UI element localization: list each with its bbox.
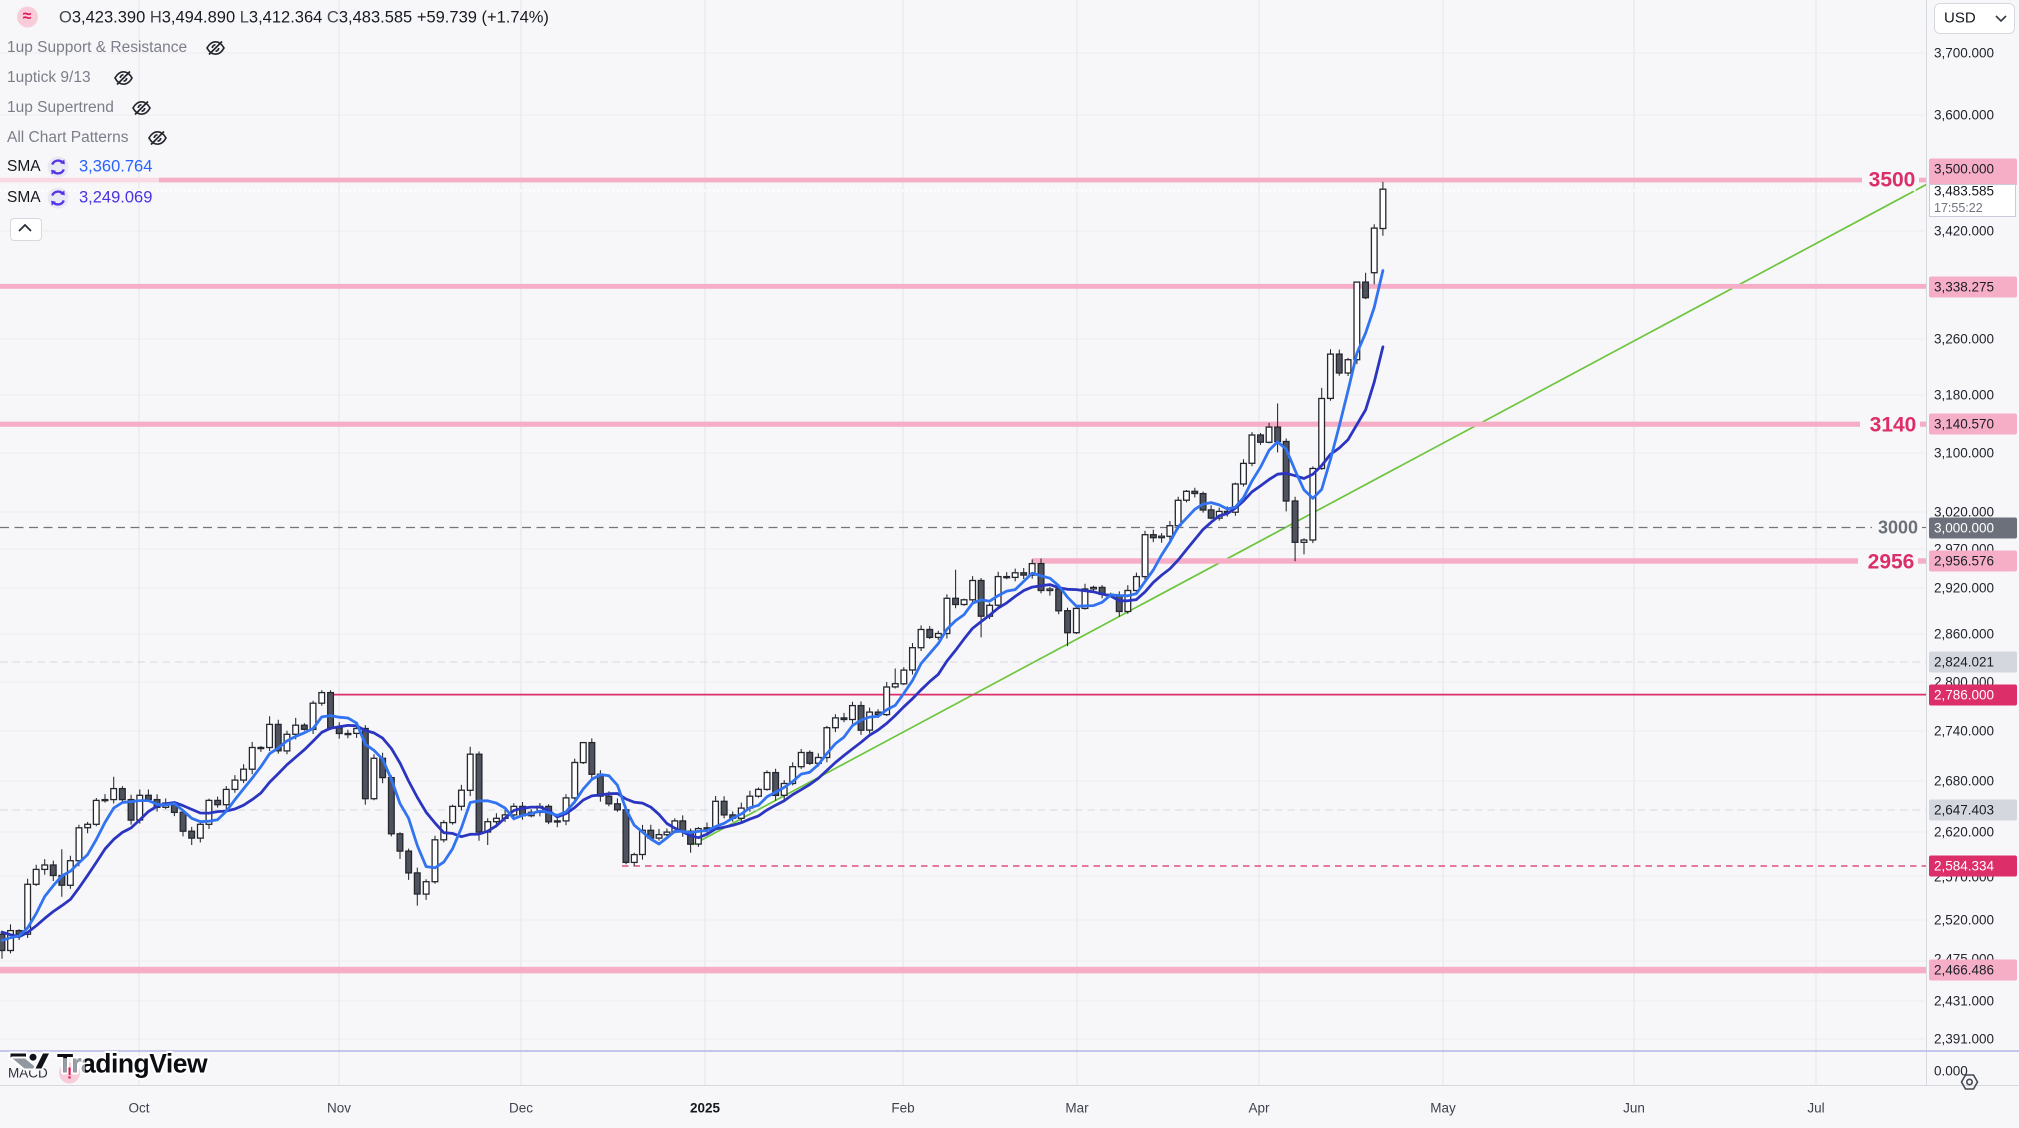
svg-text:TradingView: TradingView: [57, 1049, 208, 1079]
svg-text:2956: 2956: [1868, 551, 1915, 574]
svg-text:!: !: [67, 1066, 72, 1083]
svg-text:3140: 3140: [1870, 414, 1917, 437]
svg-text:3000: 3000: [1878, 518, 1918, 538]
svg-text:3500: 3500: [1869, 169, 1916, 192]
svg-text:TradingView: TradingView: [57, 1049, 208, 1079]
